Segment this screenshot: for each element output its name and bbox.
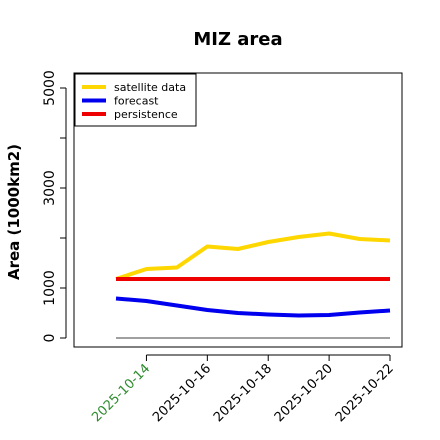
- y-axis: 0 1000 3000 5000: [42, 70, 67, 343]
- x-tick-label: 2025-10-18: [211, 361, 275, 425]
- legend-label: satellite data: [114, 81, 186, 94]
- legend-label: persistence: [114, 108, 178, 121]
- plot-frame: [73, 72, 403, 348]
- y-tick-label: 0: [42, 334, 58, 343]
- x-axis: 2025-10-142025-10-162025-10-182025-10-20…: [89, 354, 397, 425]
- series-line-satellite-data: [115, 231, 391, 281]
- x-tick-label: 2025-10-22: [333, 361, 397, 425]
- chart-title: MIZ area: [193, 29, 282, 50]
- x-tick-label: 2025-10-20: [272, 361, 336, 425]
- legend-label: forecast: [114, 95, 159, 108]
- x-tick-label: 2025-10-14: [89, 361, 153, 425]
- series-layer: [115, 231, 391, 339]
- y-tick-label: 1000: [42, 270, 58, 306]
- y-axis-label: Area (1000km2): [5, 144, 23, 280]
- y-tick-label: 3000: [42, 170, 58, 206]
- series-line-forecast: [115, 296, 391, 318]
- y-tick-label: 5000: [42, 70, 58, 106]
- x-tick-label: 2025-10-16: [150, 361, 214, 425]
